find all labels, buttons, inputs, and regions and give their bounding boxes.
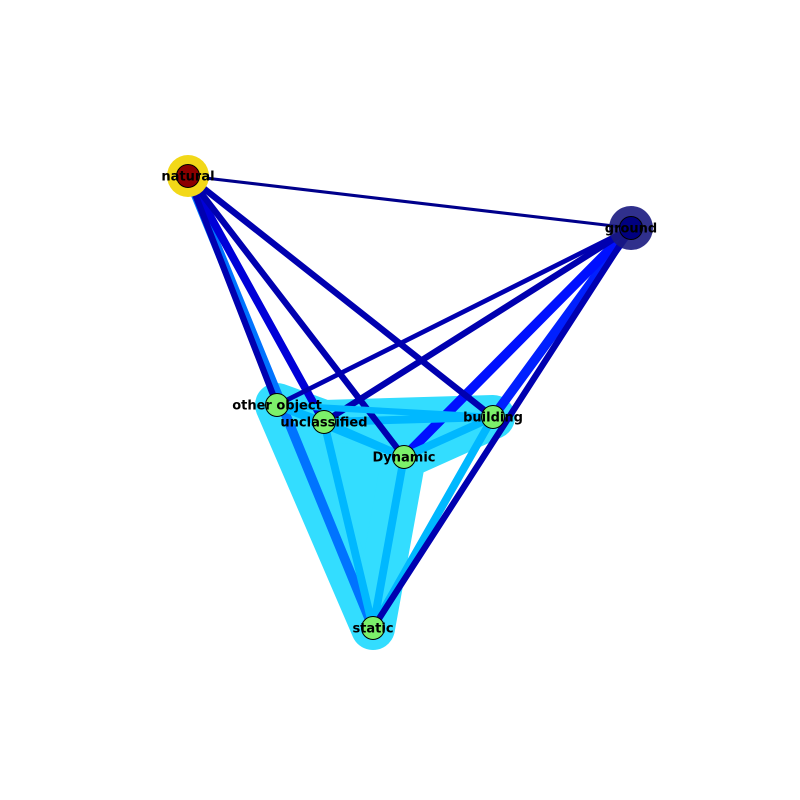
edge-natural-ground: [186, 174, 633, 230]
edge-ground-static: [369, 224, 635, 632]
edge-dynamic-static: [369, 453, 408, 632]
edge-natural-building: [184, 172, 497, 421]
node-label-unclassified: unclassified: [280, 416, 367, 431]
node-natural[interactable]: [176, 164, 200, 188]
edge-ground-unclassified: [320, 224, 635, 426]
node-static[interactable]: [361, 616, 385, 640]
edge-unclassified-dynamic: [320, 418, 408, 461]
edge-unclassified-static: [320, 418, 377, 632]
node-label-natural: natural: [161, 170, 214, 185]
node-label-other_object: other object: [232, 399, 322, 414]
label-layer: natural ground other object unclassified bui…: [161, 170, 657, 637]
edge-other_object-building: [273, 401, 497, 421]
node-unclassified[interactable]: [312, 410, 336, 434]
node-dynamic[interactable]: [392, 445, 416, 469]
node-building[interactable]: [481, 405, 505, 429]
node-label-dynamic: Dynamic: [372, 451, 435, 466]
node-ground[interactable]: [619, 216, 643, 240]
edge-natural-other_object: [184, 172, 281, 409]
node-other_object[interactable]: [265, 393, 289, 417]
node-label-static: static: [352, 622, 393, 637]
cluster-halo-layer: [255, 383, 515, 650]
edge-building-dynamic: [400, 413, 497, 461]
node-layer: [176, 164, 643, 640]
node-label-ground: ground: [605, 222, 657, 237]
node-label-building: building: [463, 411, 523, 426]
edge-ground-other_object: [274, 225, 634, 408]
cluster-halo: [255, 383, 515, 650]
edge-natural-unclassified: [184, 172, 328, 426]
